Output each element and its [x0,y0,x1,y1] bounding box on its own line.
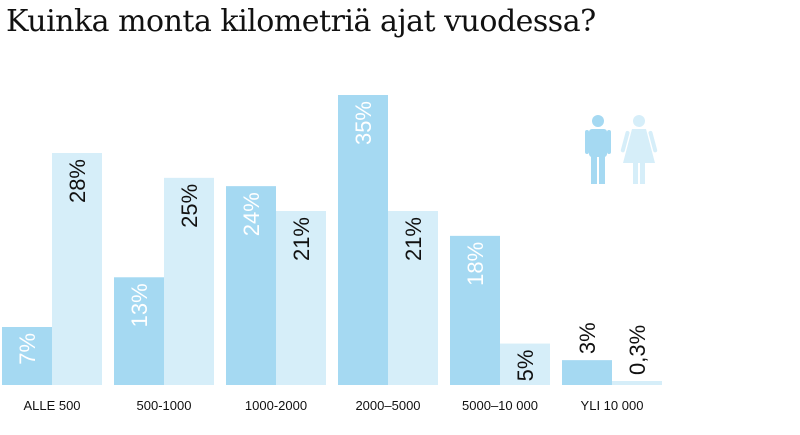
bar-female-1000-2000 [276,211,326,385]
bar-male-alle-500 [2,327,52,385]
man-icon [585,115,611,184]
category-label-1000-2000: 1000-2000 [245,398,307,413]
bar-female-500-1000 [164,177,214,385]
category-label-yli-10000: YLI 10 000 [581,398,644,413]
legend [585,115,658,184]
bar-male-2000-5000 [338,95,388,385]
bar-male-500-1000 [114,277,164,385]
bar-female-5000-10000 [500,343,550,385]
value-label-female-5000-10000: 5% [513,350,538,382]
bar-female-2000-5000 [388,211,438,385]
value-label-female-2000-5000: 21% [401,217,426,261]
value-label-male-alle-500: 7% [15,333,40,365]
woman-icon [620,115,658,184]
value-label-male-500-1000: 13% [127,283,152,327]
category-labels-group: ALLE 500 500-1000 1000-2000 2000–5000 5000–1… [23,398,643,413]
bars-group [2,95,662,385]
value-label-male-1000-2000: 24% [239,192,264,236]
chart-title: Kuinka monta kilometriä ajat vuodessa? [6,4,596,39]
value-label-female-alle-500: 28% [65,159,90,203]
bar-male-yli-10000 [562,360,612,385]
value-label-female-500-1000: 25% [177,184,202,228]
bar-female-yli-10000 [612,381,662,385]
value-label-female-yli-10000: 0,3% [625,325,650,375]
bar-female-alle-500 [52,153,102,385]
value-label-male-2000-5000: 35% [351,101,376,145]
category-label-5000-10000: 5000–10 000 [462,398,538,413]
bar-male-1000-2000 [226,186,276,385]
category-label-alle-500: ALLE 500 [23,398,80,413]
value-label-male-yli-10000: 3% [575,322,600,354]
category-label-500-1000: 500-1000 [137,398,192,413]
category-label-2000-5000: 2000–5000 [355,398,420,413]
value-labels-group: 7% 28% 13% 25% 24% 21% 35% 21% 18% 5% 3% 0,3% [15,101,650,381]
bar-male-5000-10000 [450,235,500,385]
value-label-male-5000-10000: 18% [463,242,488,286]
value-label-female-1000-2000: 21% [289,217,314,261]
